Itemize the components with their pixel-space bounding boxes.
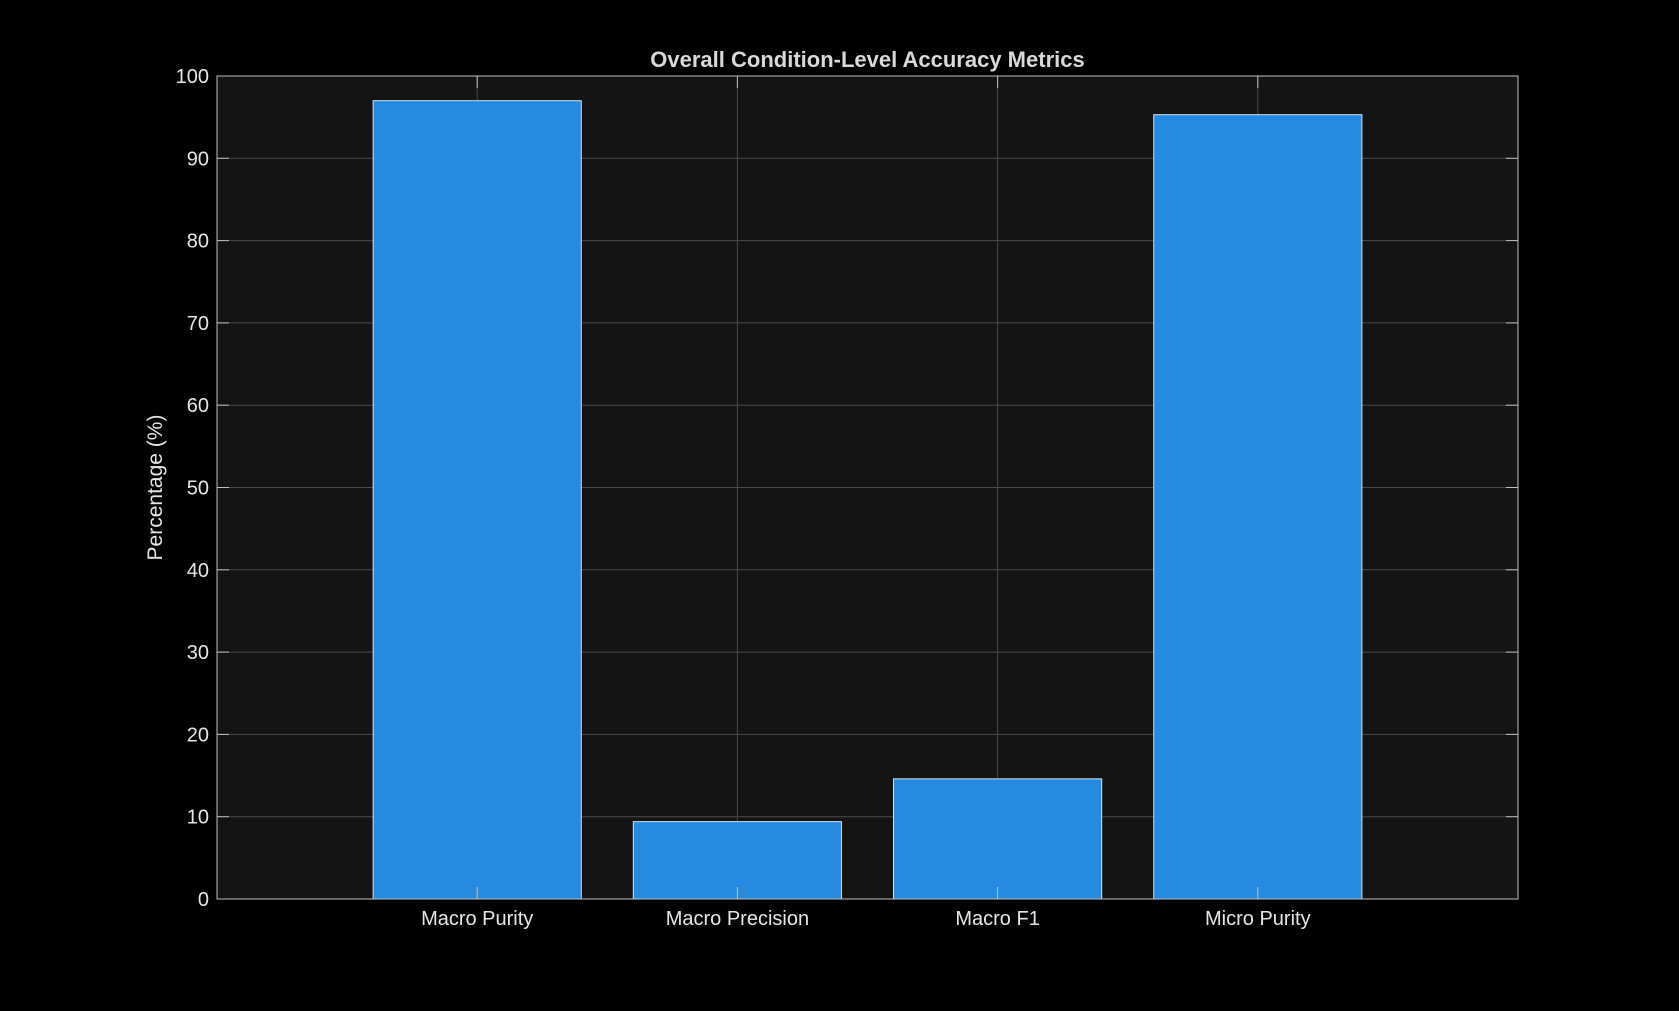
y-tick-label: 20 bbox=[187, 724, 209, 746]
bar-macro-f1 bbox=[893, 778, 1103, 900]
y-tick-label: 30 bbox=[187, 642, 209, 664]
y-tick-label: 80 bbox=[187, 231, 209, 253]
x-tick-labels: Macro Purity Macro Precision Macro F1 Micro… bbox=[421, 908, 1311, 930]
y-tick-label: 40 bbox=[187, 560, 209, 582]
x-tick-label: Macro F1 bbox=[955, 908, 1039, 930]
y-tick-labels: 0 10 20 30 40 50 60 70 80 90 100 bbox=[176, 66, 209, 911]
x-tick-label: Macro Precision bbox=[666, 908, 809, 930]
y-tick-label: 60 bbox=[187, 395, 209, 417]
x-tick-label: Micro Purity bbox=[1205, 908, 1311, 930]
y-tick-label: 70 bbox=[187, 313, 209, 335]
bars bbox=[372, 100, 1363, 900]
bar-macro-purity bbox=[372, 100, 582, 900]
x-tick-label: Macro Purity bbox=[421, 908, 533, 930]
chart-title: Overall Condition-Level Accuracy Metrics bbox=[650, 47, 1084, 72]
y-tick-label: 50 bbox=[187, 478, 209, 500]
y-tick-label: 0 bbox=[198, 889, 209, 911]
y-tick-label: 90 bbox=[187, 148, 209, 170]
tick-marks bbox=[217, 75, 1518, 900]
bar-micro-purity bbox=[1153, 114, 1363, 900]
y-axis-label: Percentage (%) bbox=[144, 415, 167, 561]
y-tick-label: 10 bbox=[187, 807, 209, 829]
y-tick-label: 100 bbox=[176, 66, 209, 88]
